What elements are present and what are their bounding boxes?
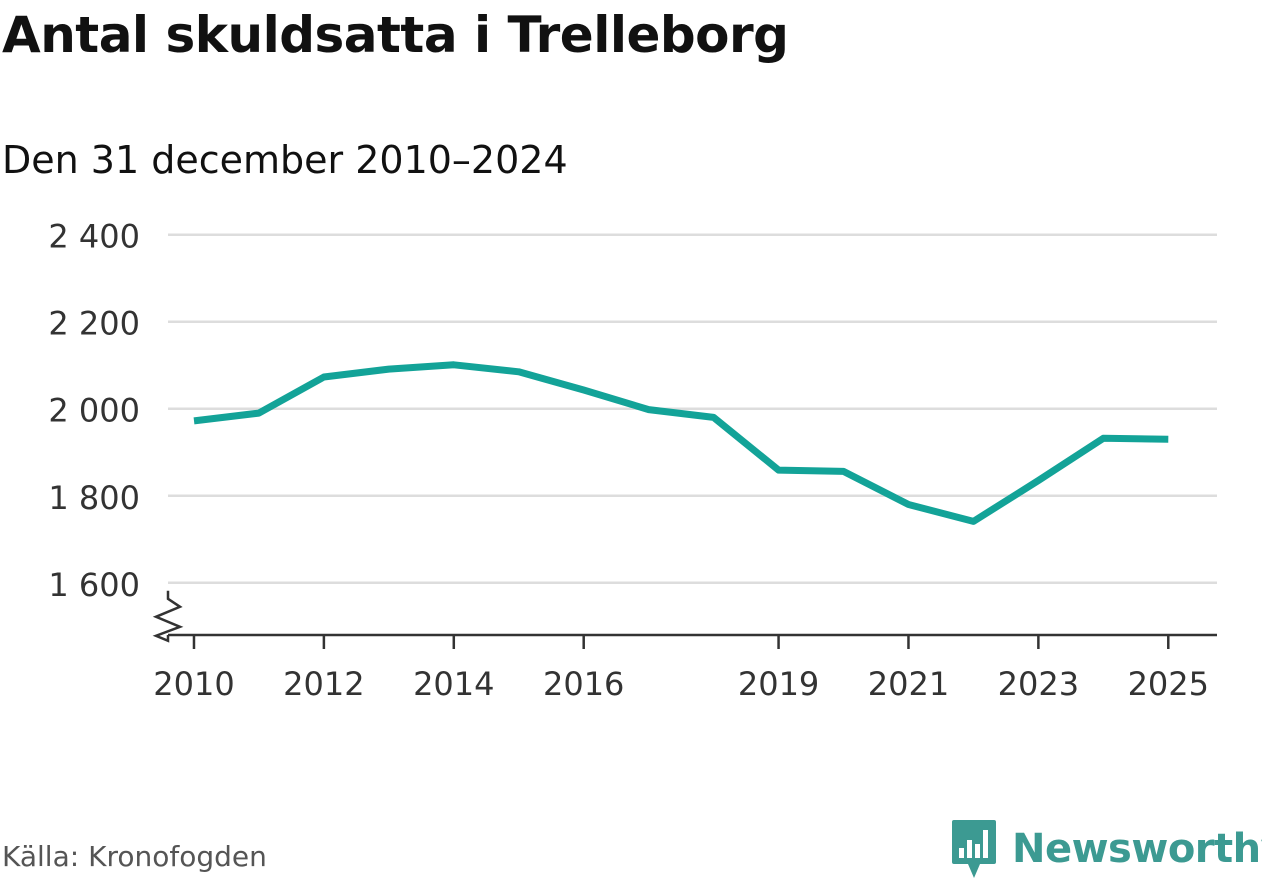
- x-tick-label: 2016: [543, 665, 624, 703]
- gridlines: [168, 233, 1217, 585]
- chart-subtitle: Den 31 december 2010–2024: [2, 138, 568, 182]
- brand-logo: Newsworthy: [950, 818, 1262, 880]
- y-tick-label: 2 000: [48, 392, 140, 430]
- x-tick-label: 2019: [738, 665, 819, 703]
- x-axis: [152, 590, 1217, 649]
- brand-name: Newsworthy: [1012, 826, 1262, 872]
- newsworthy-logo-icon: [952, 820, 996, 878]
- series-line-0: [193, 361, 1169, 525]
- x-axis-tick-labels: 2010 2012 2014 2016 2019 2021 2023 2025: [153, 665, 1209, 703]
- x-tick-label: 2014: [413, 665, 494, 703]
- x-tick-label: 2025: [1128, 665, 1209, 703]
- y-tick-label: 1 800: [48, 479, 140, 517]
- y-tick-label: 1 600: [48, 566, 140, 604]
- x-tick-label: 2012: [283, 665, 364, 703]
- y-tick-label: 2 400: [48, 218, 140, 256]
- source-note: Källa: Kronofogden: [2, 840, 267, 873]
- chart-title: Antal skuldsatta i Trelleborg: [2, 6, 789, 64]
- series-layer: [193, 361, 1169, 525]
- x-tick-label: 2021: [868, 665, 949, 703]
- y-tick-label: 2 200: [48, 305, 140, 343]
- axis-break-icon: [152, 590, 184, 643]
- y-axis-tick-labels: 1 600 1 800 2 000 2 200 2 400: [48, 218, 140, 604]
- x-tick-label: 2023: [998, 665, 1079, 703]
- x-tick-label: 2010: [153, 665, 234, 703]
